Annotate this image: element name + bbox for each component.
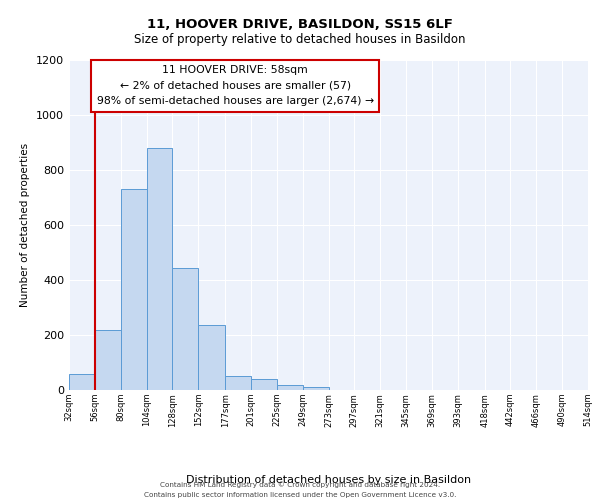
Bar: [172, 268, 198, 390]
Bar: [302, 387, 329, 390]
Bar: [277, 384, 302, 390]
Text: Size of property relative to detached houses in Basildon: Size of property relative to detached ho…: [134, 32, 466, 46]
Bar: [251, 379, 277, 390]
Bar: [198, 326, 225, 390]
Text: 11 HOOVER DRIVE: 58sqm
← 2% of detached houses are smaller (57)
98% of semi-deta: 11 HOOVER DRIVE: 58sqm ← 2% of detached …: [97, 65, 374, 106]
Text: Contains public sector information licensed under the Open Government Licence v3: Contains public sector information licen…: [144, 492, 456, 498]
Text: 11, HOOVER DRIVE, BASILDON, SS15 6LF: 11, HOOVER DRIVE, BASILDON, SS15 6LF: [147, 18, 453, 30]
Text: Contains HM Land Registry data © Crown copyright and database right 2024.: Contains HM Land Registry data © Crown c…: [160, 481, 440, 488]
Bar: [69, 374, 95, 390]
Bar: [225, 376, 251, 390]
Bar: [121, 189, 146, 390]
Y-axis label: Number of detached properties: Number of detached properties: [20, 143, 31, 307]
Bar: [95, 330, 121, 390]
Bar: [146, 148, 172, 390]
X-axis label: Distribution of detached houses by size in Basildon: Distribution of detached houses by size …: [186, 476, 471, 486]
